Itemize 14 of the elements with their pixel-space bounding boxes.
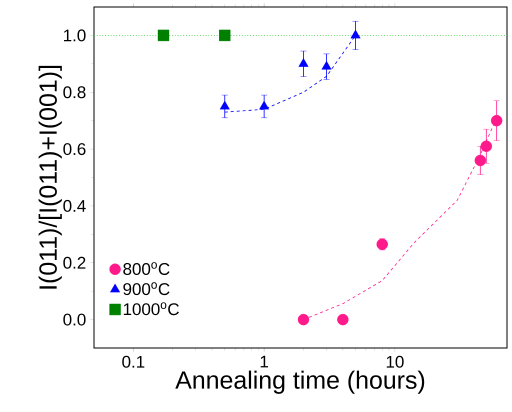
x-tick-label: 10 xyxy=(386,356,404,368)
y-tick-label: 0.0 xyxy=(63,314,86,326)
x-axis-title: Annealing time (hours) xyxy=(175,370,424,394)
x-tick-label: 0.1 xyxy=(122,356,144,368)
x-tick-label: 1 xyxy=(260,356,268,368)
y-axis-title: I(011)/[I(011)+I(001)] xyxy=(38,66,62,289)
legend-label: 800$^{o}$C xyxy=(123,262,170,275)
legend-label: 900$^{o}$C xyxy=(123,282,170,296)
y-tick-label: 0.8 xyxy=(63,86,86,98)
legend-label: 1000$^{o}$C xyxy=(124,302,179,316)
y-tick-label: 1.0 xyxy=(64,29,86,42)
y-tick-label: 0.4 xyxy=(63,200,86,212)
y-tick-label: 0.6 xyxy=(63,143,86,156)
y-tick-label: 0.2 xyxy=(63,256,86,269)
